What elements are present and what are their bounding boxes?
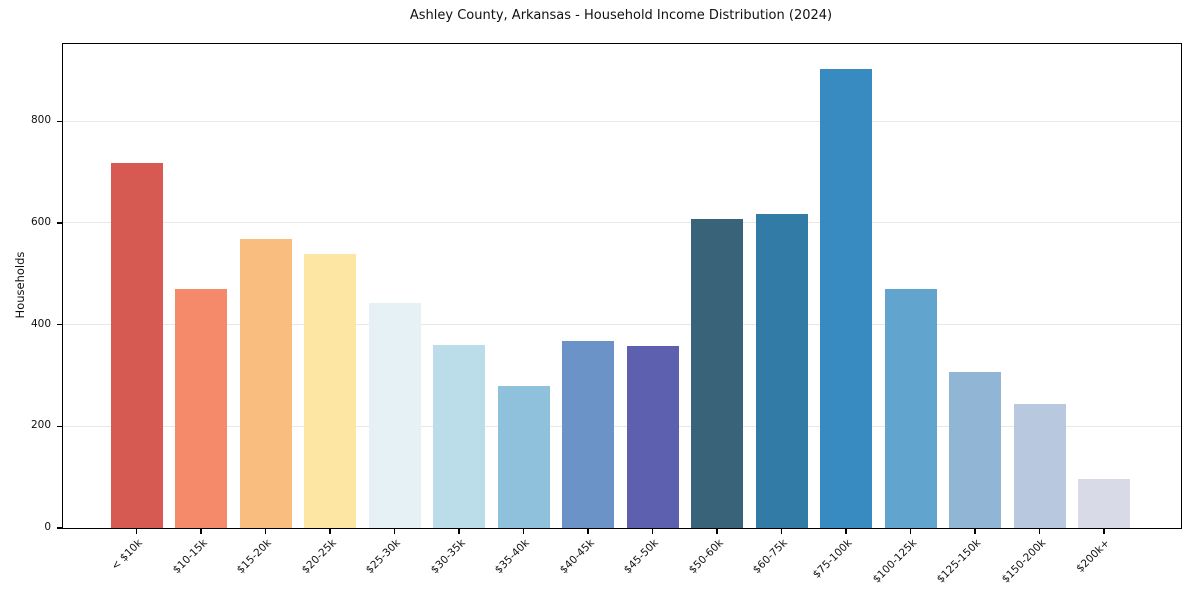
gridline [63,425,1181,427]
y-tick-label: 800 [30,114,51,127]
x-tick-label: $75-100k [810,537,855,581]
y-tick-label: 400 [30,317,51,330]
gridline [63,120,1181,122]
x-tick-label: $10-15k [170,537,210,577]
x-tick-label: $125-150k [934,537,984,586]
x-tick-label: $15-20k [234,537,274,577]
x-tick-mark [651,529,654,535]
y-tick-label: 200 [30,419,51,432]
x-tick-label: $45-50k [621,537,661,577]
x-tick-label: < $10k [109,537,145,573]
x-tick-mark [393,529,396,535]
x-tick-mark [1038,529,1041,535]
x-tick-mark [909,529,912,535]
x-tick-mark [780,529,783,535]
bar-35-40k [497,385,550,528]
y-tick-label: 600 [30,215,51,228]
bar-30-35k [433,345,485,528]
x-tick-label: $40-45k [557,537,597,577]
bar-200k [1078,478,1130,528]
x-tick-label: $25-30k [363,537,403,577]
x-tick-label: $150-200k [999,537,1048,586]
x-tick-mark [135,529,138,535]
chart-title: Ashley County, Arkansas - Household Inco… [409,8,833,23]
x-tick-label: $30-35k [428,537,468,577]
x-tick-mark [522,529,525,535]
y-tick-mark [56,120,62,122]
gridline [63,324,1181,326]
x-tick-mark [1103,529,1105,535]
bar-150-200k [1013,404,1066,528]
y-tick-mark [56,527,62,529]
bar-15-20k [239,239,292,528]
y-tick-mark [56,425,62,427]
x-tick-mark [200,529,202,535]
y-tick-mark [56,222,62,224]
bar-25-30k [368,302,421,528]
bar-10-15k [175,288,227,528]
x-tick-mark [264,529,267,535]
bar-100-125k [884,289,937,528]
x-tick-label: $200k+ [1074,537,1113,575]
x-tick-mark [974,529,976,535]
bar-125-150k [949,372,1001,528]
y-tick-label: 0 [44,521,51,533]
bar-50-60k [691,219,743,528]
x-tick-label: $35-40k [492,537,532,577]
plot-area: 0 200 400 600 800 < $10k $10-15k $15-20k $20-25k… [31,43,1182,586]
bar-60-75k [755,213,808,528]
x-tick-label: $60-75k [750,537,790,577]
bar-20-25k [304,254,356,528]
gridline [63,222,1181,224]
x-tick-mark [716,529,718,535]
x-tick-mark [329,529,331,535]
bar-10k [110,162,163,528]
y-tick-mark [56,323,62,326]
x-tick-label: $20-25k [299,537,339,577]
bar-75-100k [820,68,872,528]
x-tick-mark [587,529,589,535]
x-tick-mark [845,529,847,535]
x-tick-label: $100-125k [870,537,919,586]
x-tick-label: $50-60k [686,537,726,577]
x-tick-mark [458,529,460,535]
bar-40-45k [562,340,614,528]
bar-45-50k [626,346,679,528]
